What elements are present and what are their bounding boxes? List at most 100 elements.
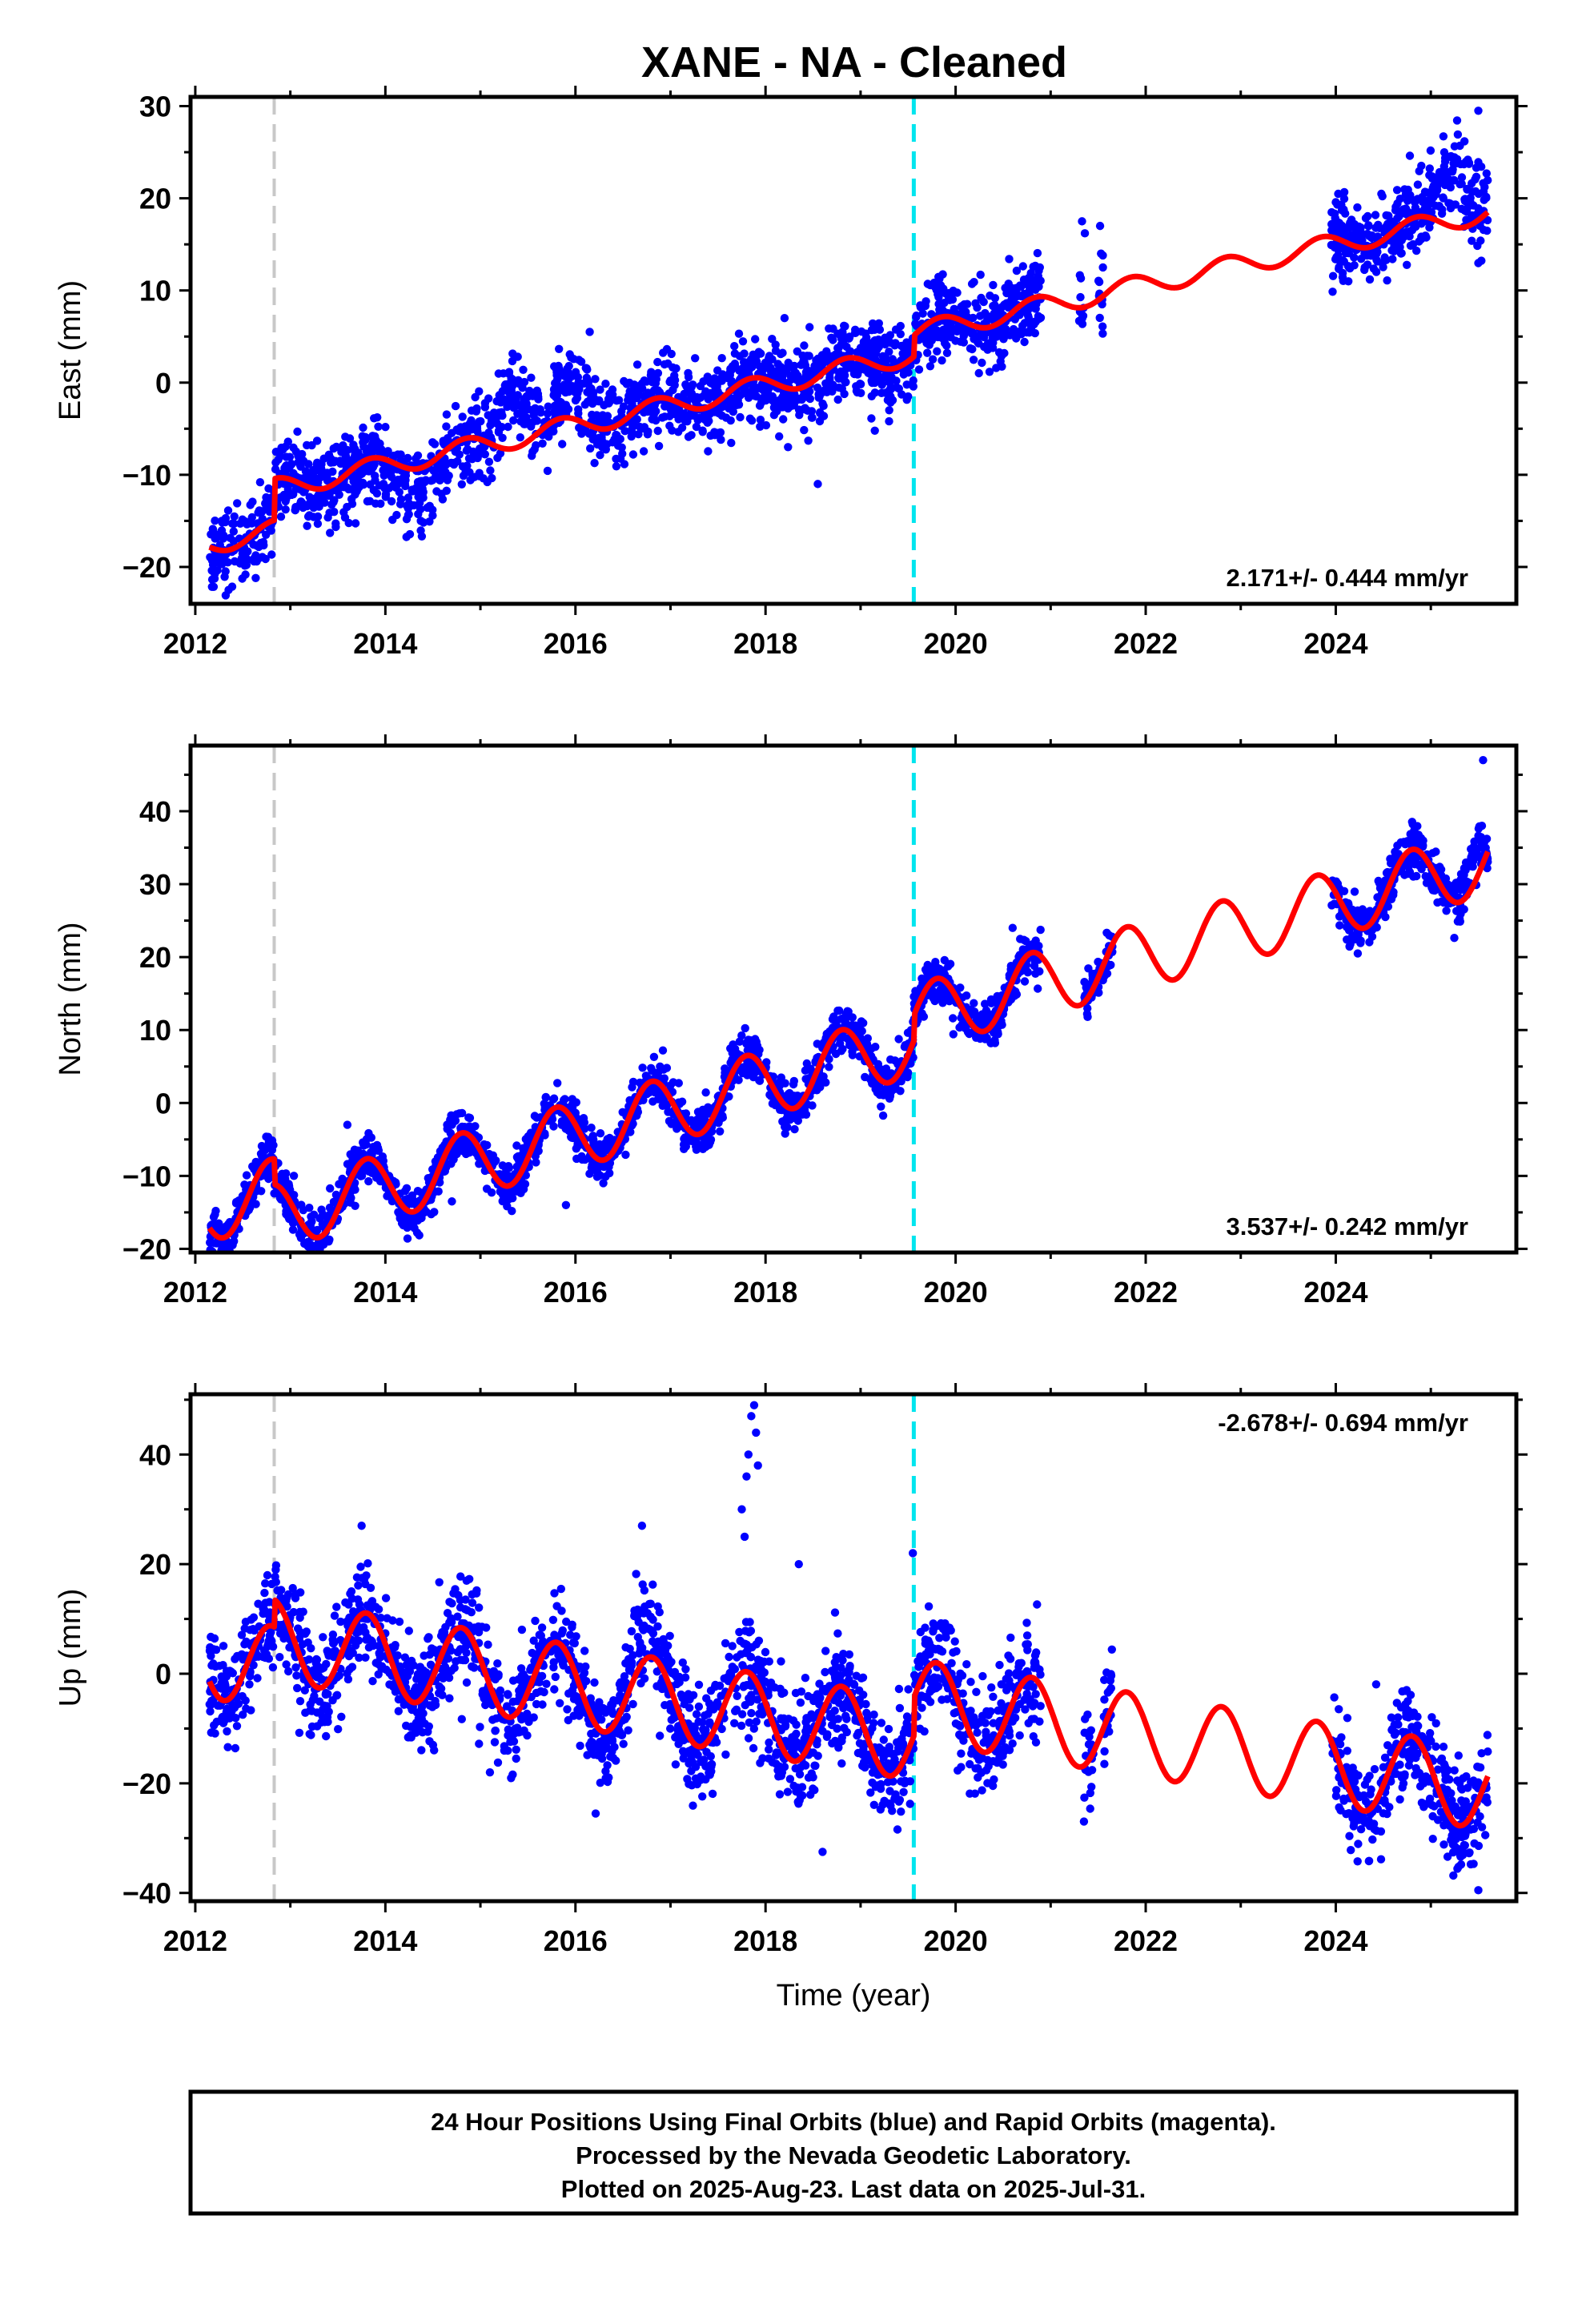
data-point (533, 405, 543, 415)
data-point (717, 354, 726, 363)
data-point (1452, 880, 1461, 890)
data-point (484, 411, 492, 420)
data-point (351, 1185, 359, 1194)
data-point (693, 392, 701, 402)
data-point (1479, 225, 1488, 235)
data-point (798, 351, 807, 360)
data-point (243, 555, 251, 565)
data-point (595, 433, 604, 442)
data-point (745, 365, 753, 374)
data-point (229, 527, 238, 536)
data-point (1333, 200, 1342, 209)
outlier-point (904, 392, 913, 401)
data-point (731, 397, 740, 407)
data-point (507, 374, 516, 383)
data-point (1363, 251, 1371, 260)
data-point (530, 444, 539, 454)
data-point (976, 312, 985, 320)
data-point (476, 444, 484, 453)
data-point (429, 466, 438, 475)
data-point (618, 1108, 627, 1117)
data-point (1355, 222, 1363, 231)
data-point (986, 292, 994, 300)
data-point (309, 1210, 319, 1220)
data-point (653, 426, 662, 436)
data-point (343, 483, 351, 492)
data-point (404, 453, 412, 463)
data-point (452, 425, 461, 434)
data-point (995, 348, 1004, 357)
data-point (532, 1158, 540, 1167)
data-point (653, 357, 662, 367)
data-point (277, 443, 286, 452)
data-point (381, 493, 390, 501)
data-point (571, 396, 580, 405)
data-point (923, 348, 932, 357)
data-point (1473, 241, 1482, 251)
data-point (1418, 197, 1427, 207)
data-point (716, 428, 725, 437)
data-point (904, 368, 913, 377)
data-point (434, 472, 444, 481)
data-point (230, 557, 239, 566)
data-point (976, 1034, 985, 1043)
data-point (340, 513, 350, 522)
data-point (773, 360, 782, 368)
data-point (1015, 311, 1024, 320)
data-point (640, 408, 648, 417)
data-point (488, 473, 496, 483)
data-point (1356, 936, 1365, 945)
data-point (727, 438, 736, 448)
data-point (1098, 322, 1107, 331)
data-point (734, 329, 744, 338)
data-point (572, 1154, 581, 1164)
data-point (223, 558, 232, 567)
data-point (881, 356, 890, 365)
data-point (933, 347, 942, 356)
outlier-point (1095, 221, 1105, 231)
x-tick-label: 2024 (1303, 1276, 1367, 1309)
data-point (313, 1242, 322, 1251)
data-point (1429, 193, 1438, 202)
data-point (777, 375, 787, 384)
data-point (507, 396, 516, 405)
data-point (458, 1122, 467, 1132)
data-point (1422, 879, 1431, 887)
data-point (1435, 202, 1443, 211)
data-point (602, 1138, 612, 1148)
data-point (494, 426, 504, 435)
data-point (290, 1191, 299, 1200)
data-point (885, 416, 893, 426)
data-point (923, 279, 933, 288)
x-tick-label: 2016 (544, 1276, 608, 1309)
data-point (749, 356, 757, 365)
data-point (404, 493, 413, 502)
data-point (480, 450, 489, 459)
data-point (745, 414, 755, 423)
data-point (691, 354, 700, 363)
data-point (654, 441, 664, 451)
data-point (927, 310, 936, 319)
data-point (692, 422, 701, 432)
data-point (289, 468, 298, 478)
y-tick-label: −10 (122, 459, 171, 492)
data-point (1350, 887, 1359, 896)
data-point (295, 499, 305, 509)
data-point (1012, 334, 1021, 343)
data-point (756, 416, 765, 424)
data-point (1412, 871, 1421, 881)
data-point (840, 389, 849, 399)
data-point (881, 370, 890, 380)
data-point (698, 428, 707, 436)
data-point (791, 368, 801, 377)
data-point (552, 393, 560, 402)
data-point (409, 501, 419, 510)
data-point (1415, 167, 1423, 175)
data-point (696, 381, 705, 391)
x-tick-label: 2020 (924, 627, 988, 660)
data-point (853, 348, 861, 357)
data-point (1031, 317, 1041, 326)
data-point (970, 1007, 979, 1016)
data-point (944, 295, 954, 304)
